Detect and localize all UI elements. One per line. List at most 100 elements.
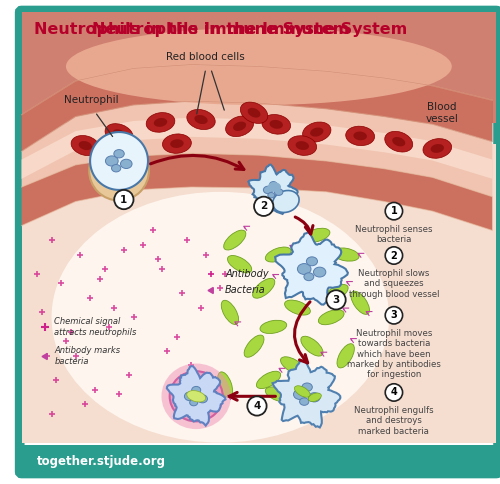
Ellipse shape [146,113,175,132]
Text: Neutrophil senses
bacteria: Neutrophil senses bacteria [355,225,432,244]
Ellipse shape [78,141,92,150]
Ellipse shape [112,129,126,139]
Circle shape [254,197,274,216]
Ellipse shape [318,310,344,325]
Ellipse shape [162,363,231,429]
Text: Blood
vessel: Blood vessel [426,102,458,123]
Circle shape [385,307,402,324]
Text: Neutrophil slows
and squeezes
through blood vessel: Neutrophil slows and squeezes through bl… [348,269,439,299]
Ellipse shape [71,136,100,155]
Ellipse shape [218,372,232,398]
Polygon shape [248,165,298,214]
Ellipse shape [351,291,370,315]
Text: Neutrophils in the Immune System: Neutrophils in the Immune System [92,22,407,37]
Ellipse shape [308,393,322,402]
Ellipse shape [244,335,264,357]
Ellipse shape [294,386,310,397]
Ellipse shape [89,141,149,200]
Bar [22,444,496,473]
Ellipse shape [105,123,133,144]
Ellipse shape [262,115,290,134]
Ellipse shape [252,278,275,298]
Ellipse shape [256,371,280,389]
Text: Red blood cells: Red blood cells [166,52,245,62]
Ellipse shape [270,182,277,188]
Polygon shape [22,64,492,151]
Text: 4: 4 [390,388,398,397]
Circle shape [385,384,402,401]
Ellipse shape [120,159,132,168]
Ellipse shape [240,102,268,123]
Ellipse shape [304,228,330,242]
Circle shape [326,290,345,309]
Ellipse shape [384,131,412,152]
Text: 2: 2 [260,201,268,212]
Ellipse shape [260,320,286,333]
Ellipse shape [170,139,183,148]
Ellipse shape [266,247,291,262]
Bar [22,144,496,442]
Ellipse shape [346,126,374,146]
Ellipse shape [302,122,331,142]
Ellipse shape [268,182,281,192]
Text: Neutrophil moves
towards bacteria
which have been
marked by antibodies
for inges: Neutrophil moves towards bacteria which … [347,329,441,379]
Text: 1: 1 [390,206,398,216]
Ellipse shape [324,285,348,302]
Text: 2: 2 [390,251,398,260]
Circle shape [114,190,134,209]
Text: 4: 4 [254,401,260,411]
Ellipse shape [184,392,196,401]
Polygon shape [167,366,226,425]
Ellipse shape [248,108,260,118]
Text: together.stjude.org: together.stjude.org [37,455,166,469]
Ellipse shape [198,395,207,403]
Ellipse shape [272,191,299,212]
FancyBboxPatch shape [20,11,498,473]
Ellipse shape [228,256,252,273]
Polygon shape [275,232,348,304]
Polygon shape [22,153,492,230]
Ellipse shape [308,393,320,402]
Circle shape [385,202,402,220]
Ellipse shape [192,386,200,393]
Polygon shape [22,118,492,179]
Text: Bacteria: Bacteria [225,285,266,295]
Ellipse shape [310,127,324,136]
Ellipse shape [296,141,309,150]
Ellipse shape [264,186,272,194]
Ellipse shape [194,115,207,124]
Ellipse shape [307,258,326,280]
Ellipse shape [222,300,238,324]
Ellipse shape [300,398,309,405]
Ellipse shape [268,193,274,198]
Bar [22,13,496,123]
Ellipse shape [284,300,310,315]
Ellipse shape [304,273,314,281]
Text: Neutrophil: Neutrophil [64,95,118,105]
Circle shape [248,396,266,416]
Ellipse shape [288,136,316,155]
Ellipse shape [332,248,359,261]
Text: 3: 3 [390,310,398,320]
Text: Chemical signal
attracts neutrophils: Chemical signal attracts neutrophils [54,317,137,336]
Ellipse shape [301,336,323,356]
Ellipse shape [354,132,367,140]
Text: 1: 1 [120,195,128,205]
Ellipse shape [190,399,198,406]
Ellipse shape [162,134,192,153]
Ellipse shape [280,357,304,374]
Ellipse shape [392,137,405,146]
Ellipse shape [430,144,444,153]
Ellipse shape [154,118,167,127]
Ellipse shape [314,267,326,277]
Text: 3: 3 [332,295,340,305]
Text: Antibody: Antibody [225,269,269,279]
Ellipse shape [270,120,283,129]
Ellipse shape [187,109,215,130]
Ellipse shape [233,121,246,131]
Ellipse shape [337,344,354,368]
Ellipse shape [296,369,318,391]
Ellipse shape [52,192,389,442]
Ellipse shape [187,391,206,402]
Ellipse shape [114,150,124,158]
